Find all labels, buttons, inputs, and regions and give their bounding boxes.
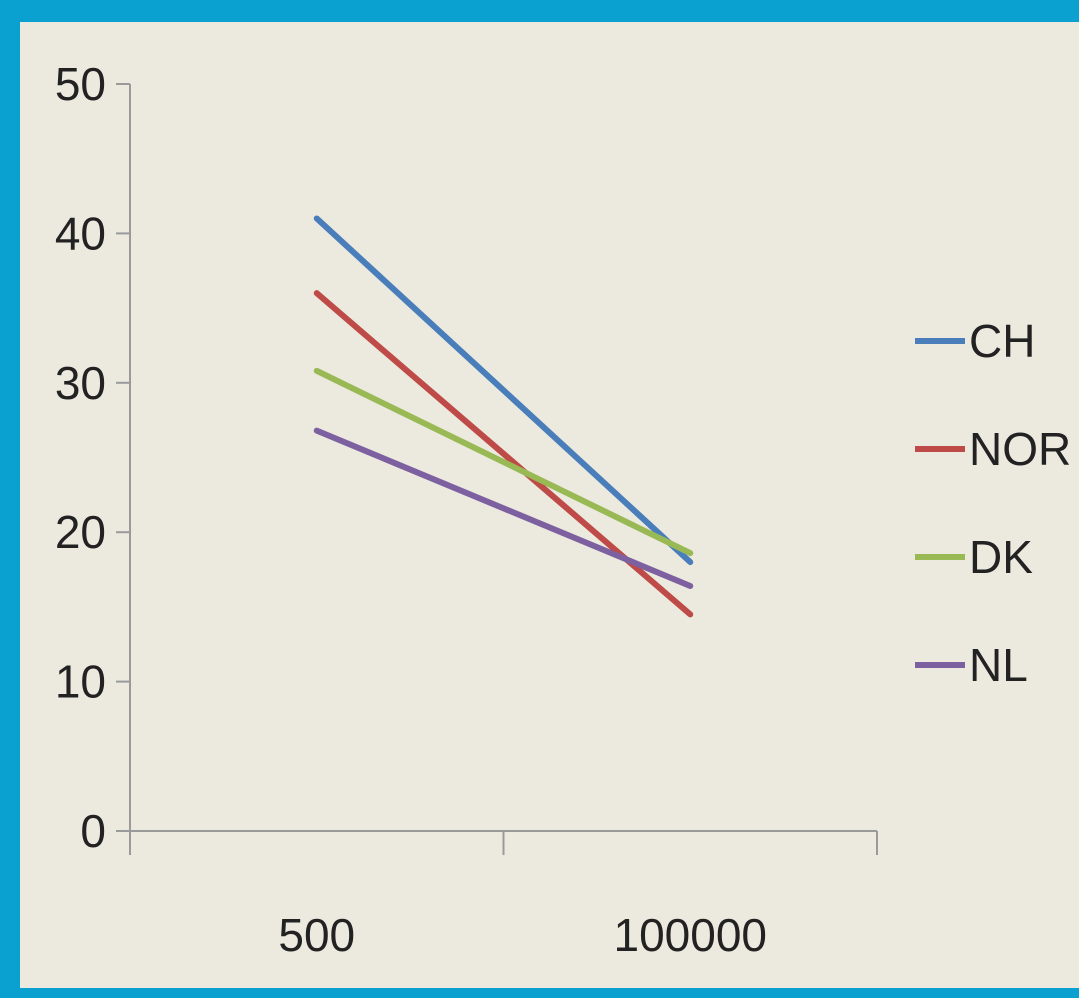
series-line-nl (313, 427, 694, 589)
x-tick-label: 500 (278, 909, 355, 961)
series-line-ch (313, 215, 694, 566)
series-line-dk (313, 367, 694, 557)
y-tick-label: 20 (55, 506, 106, 558)
chart-background (20, 22, 1079, 988)
line-chart: 0 10 20 30 40 50 500 100000 CH NOR DK NL (20, 22, 1079, 988)
y-tick-label: 10 (55, 656, 106, 708)
series-lines (313, 215, 694, 618)
legend: CH NOR DK NL (915, 315, 1071, 691)
y-tick-label: 40 (55, 207, 106, 259)
y-tick-label: 30 (55, 357, 106, 409)
y-tick-label: 50 (55, 58, 106, 110)
legend-label-ch: CH (969, 315, 1035, 367)
axes: 0 10 20 30 40 50 500 100000 (55, 58, 878, 961)
legend-label-nl: NL (969, 639, 1028, 691)
legend-label-dk: DK (969, 531, 1033, 583)
y-tick-label: 0 (80, 805, 106, 857)
x-tick-label: 100000 (614, 909, 768, 961)
legend-label-nor: NOR (969, 423, 1071, 475)
